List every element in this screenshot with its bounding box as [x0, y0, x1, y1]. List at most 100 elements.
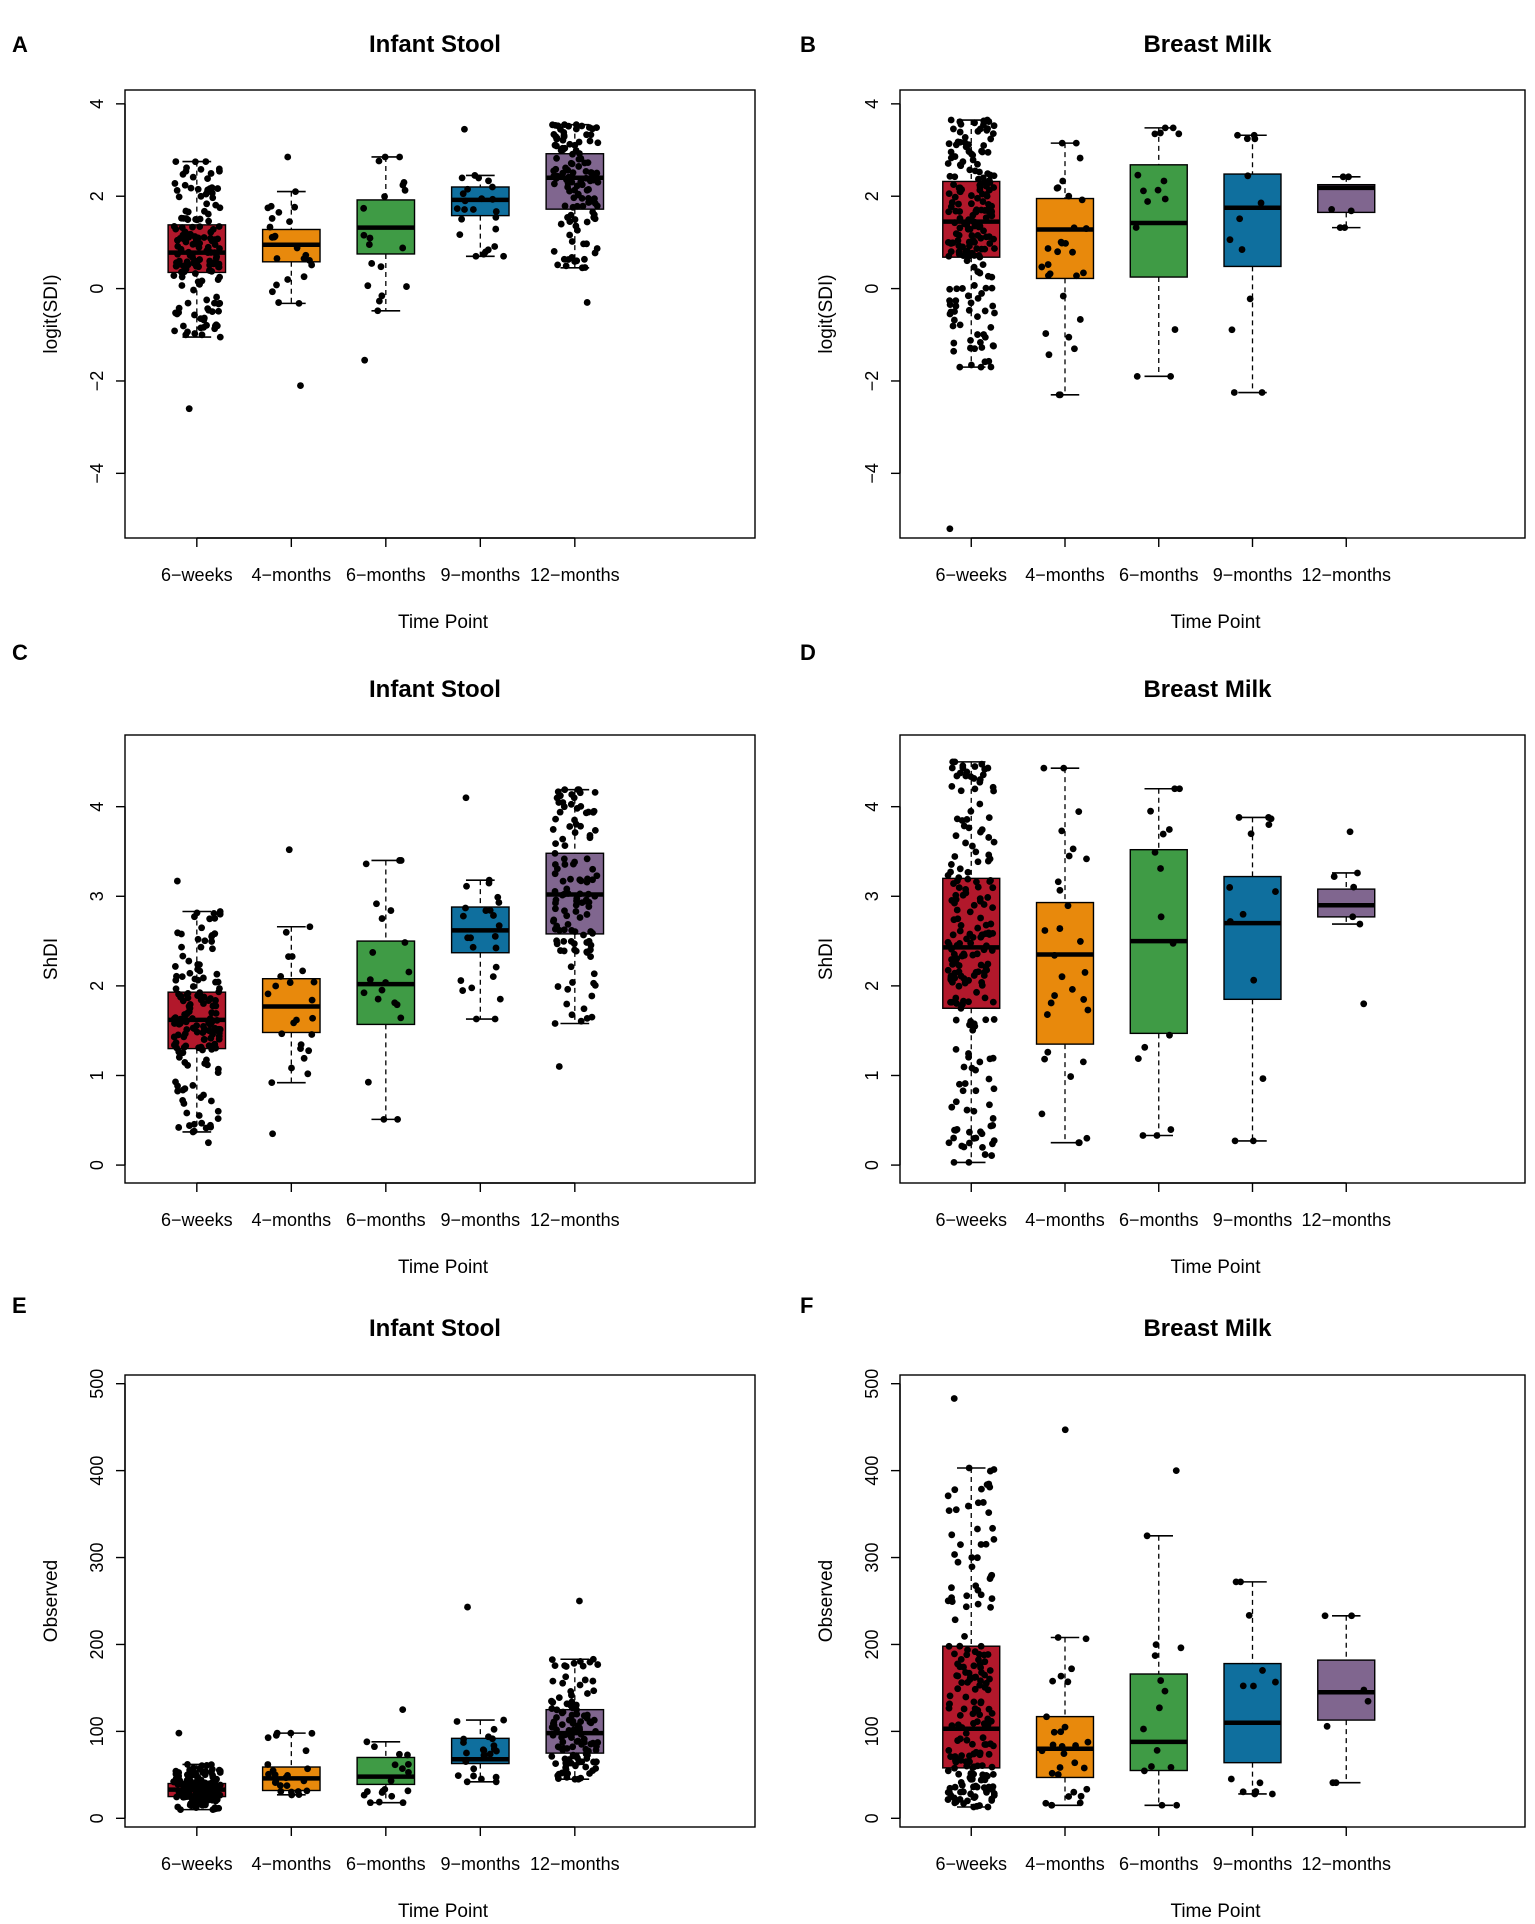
- data-point: [1072, 139, 1080, 147]
- y-axis-label: logit(SDI): [41, 274, 62, 353]
- data-point: [567, 875, 574, 883]
- data-point: [980, 1720, 988, 1728]
- data-point: [979, 198, 987, 205]
- data-point: [211, 299, 218, 307]
- box-3: [1129, 1467, 1188, 1809]
- data-point: [982, 1741, 990, 1748]
- data-point: [561, 861, 569, 868]
- data-point: [1239, 1682, 1247, 1690]
- data-point: [454, 1772, 462, 1780]
- x-tick-label: 6−weeks: [935, 1854, 1007, 1874]
- x-tick-label: 6−weeks: [161, 1210, 233, 1230]
- data-point: [192, 215, 200, 223]
- data-point: [492, 213, 500, 221]
- data-point: [962, 1729, 970, 1737]
- data-point: [976, 168, 983, 176]
- data-point: [179, 231, 187, 239]
- data-point: [366, 234, 374, 242]
- box-2: [1035, 139, 1095, 399]
- data-point: [208, 267, 216, 275]
- data-point: [1151, 1652, 1159, 1660]
- data-point: [970, 1750, 978, 1758]
- data-point: [1043, 1011, 1051, 1018]
- data-point: [984, 1715, 992, 1723]
- data-point: [212, 254, 220, 262]
- data-point: [976, 897, 984, 905]
- x-axis-label: Time Point: [1170, 1901, 1261, 1922]
- data-point: [952, 1506, 960, 1514]
- data-point: [191, 270, 199, 277]
- data-point: [295, 299, 303, 307]
- data-point: [970, 1662, 978, 1670]
- data-point: [951, 758, 959, 766]
- data-point: [552, 840, 559, 848]
- data-point: [976, 1661, 984, 1669]
- data-point: [194, 234, 202, 242]
- data-point: [965, 1464, 973, 1472]
- data-point: [399, 1799, 407, 1807]
- data-point: [405, 968, 413, 976]
- data-point: [959, 1000, 966, 1008]
- data-point: [970, 263, 978, 271]
- data-point: [284, 153, 292, 161]
- x-axis-label: Time Point: [398, 612, 489, 633]
- data-point: [1267, 815, 1275, 823]
- x-tick-label: 6−months: [346, 565, 426, 585]
- data-point: [171, 963, 179, 970]
- box-1: [167, 158, 227, 413]
- data-point: [178, 224, 186, 232]
- data-point: [990, 1016, 998, 1023]
- data-point: [178, 282, 186, 289]
- data-point: [285, 953, 292, 961]
- data-point: [477, 1775, 485, 1783]
- data-point: [583, 855, 591, 863]
- data-point: [186, 1787, 194, 1795]
- data-point: [971, 1674, 979, 1681]
- data-point: [951, 219, 959, 227]
- data-point: [569, 1752, 577, 1760]
- data-point: [576, 789, 584, 797]
- data-point: [1239, 1788, 1247, 1796]
- data-point: [972, 1087, 980, 1095]
- y-tick-label: 1: [862, 1070, 882, 1080]
- data-point: [1056, 886, 1064, 894]
- data-point: [216, 333, 224, 341]
- data-point: [989, 884, 997, 892]
- data-point: [287, 1729, 295, 1737]
- data-point: [196, 280, 203, 288]
- data-point: [957, 921, 965, 929]
- data-point: [1339, 173, 1347, 181]
- y-tick-label: 3: [862, 891, 882, 901]
- data-point: [377, 263, 385, 271]
- data-point: [297, 382, 304, 389]
- data-point: [1153, 1132, 1161, 1139]
- data-point: [1065, 333, 1073, 341]
- data-point: [469, 206, 477, 213]
- data-point: [590, 970, 598, 978]
- data-point: [576, 1681, 584, 1689]
- data-point: [1067, 1073, 1075, 1080]
- data-point: [589, 929, 596, 937]
- data-point: [958, 1752, 965, 1760]
- data-point: [490, 1725, 498, 1733]
- data-point: [456, 231, 464, 239]
- data-point: [266, 223, 274, 231]
- data-point: [399, 1765, 406, 1773]
- data-point: [978, 1130, 986, 1138]
- x-axis-label: Time Point: [398, 1901, 489, 1922]
- box-5: [1317, 173, 1376, 232]
- data-point: [194, 966, 202, 973]
- data-point: [566, 823, 574, 830]
- data-point: [947, 116, 955, 124]
- data-point: [988, 1795, 996, 1803]
- data-point: [1336, 224, 1344, 232]
- data-point: [951, 193, 959, 201]
- data-point: [553, 940, 561, 948]
- data-point: [489, 973, 497, 981]
- data-point: [562, 262, 570, 270]
- data-point: [988, 273, 996, 281]
- data-point: [271, 1771, 279, 1779]
- data-point: [553, 794, 561, 802]
- data-point: [552, 815, 559, 823]
- data-point: [960, 975, 968, 982]
